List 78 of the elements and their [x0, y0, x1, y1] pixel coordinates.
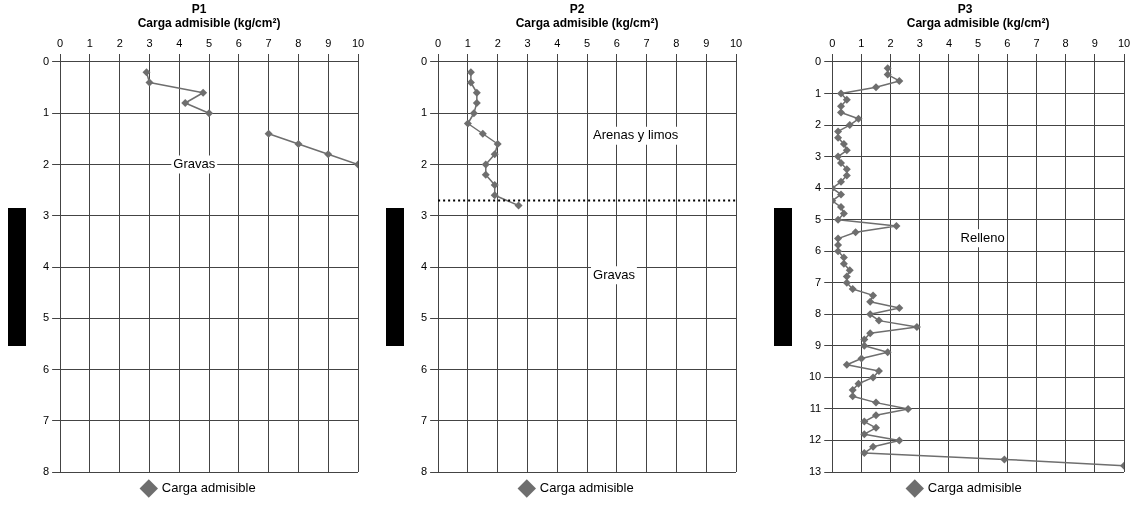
y-tick-label: 0 [815, 55, 822, 68]
x-tick-label: 9 [325, 37, 332, 50]
y-tick-label: 2 [420, 157, 428, 170]
y-tick-label: 8 [42, 465, 50, 478]
annotation: Gravas [173, 156, 216, 172]
y-tick-label: 1 [42, 106, 50, 119]
x-tick-label: 0 [57, 37, 64, 50]
x-tick-label: 1 [858, 37, 865, 50]
x-tick-label: 10 [351, 37, 365, 50]
x-tick-label: 4 [554, 37, 561, 50]
y-tick-label: 6 [815, 244, 822, 257]
y-tick-label: 4 [815, 181, 822, 194]
x-tick-label: 2 [116, 37, 123, 50]
y-tick-label: 6 [42, 362, 50, 375]
x-axis-title: Carga admisible (kg/cm²) [906, 15, 1050, 30]
x-tick-label: 8 [295, 37, 302, 50]
x-tick-label: 9 [703, 37, 710, 50]
x-tick-label: 1 [464, 37, 471, 50]
x-tick-label: 5 [584, 37, 591, 50]
x-tick-label: 7 [1033, 37, 1040, 50]
y-tick-label: 3 [815, 149, 822, 162]
x-tick-label: 8 [673, 37, 680, 50]
y-tick-label: 9 [815, 338, 822, 351]
annotation: Gravas [593, 266, 636, 282]
x-tick-label: 4 [176, 37, 183, 50]
legend-label: Carga admisible [539, 480, 634, 496]
y-tick-label: 6 [420, 362, 428, 375]
x-tick-label: 2 [887, 37, 894, 50]
x-tick-label: 6 [613, 37, 620, 50]
y-tick-label: 3 [42, 208, 50, 221]
x-axis-title: Carga admisible (kg/cm²) [515, 15, 659, 30]
y-tick-label: 7 [420, 413, 428, 426]
annotation: Relleno [960, 229, 1005, 245]
x-tick-label: 0 [435, 37, 442, 50]
x-tick-label: 3 [524, 37, 531, 50]
x-tick-label: 10 [1117, 37, 1130, 50]
annotation: Arenas y limos [593, 127, 679, 143]
y-tick-label: 8 [420, 465, 428, 478]
legend-label: Carga admisible [927, 480, 1022, 496]
y-tick-label: 0 [420, 55, 428, 68]
y-tick-label: 7 [815, 275, 822, 288]
x-tick-label: 3 [146, 37, 153, 50]
y-tick-label: 7 [42, 413, 50, 426]
x-tick-label: 6 [1004, 37, 1011, 50]
y-tick-label: 5 [420, 311, 428, 324]
x-tick-label: 7 [643, 37, 650, 50]
y-tick-label: 1 [420, 106, 428, 119]
y-tick-label: 0 [42, 55, 50, 68]
y-tick-label: 11 [809, 401, 822, 414]
x-tick-label: 2 [494, 37, 501, 50]
y-tick-label: 13 [808, 465, 822, 478]
y-tick-label: 3 [420, 208, 428, 221]
y-tick-label: 5 [815, 212, 822, 225]
chart-title: P1 [191, 1, 207, 16]
x-tick-label: 10 [729, 37, 743, 50]
legend-label: Carga admisible [161, 480, 256, 496]
x-tick-label: 0 [829, 37, 836, 50]
x-axis-title: Carga admisible (kg/cm²) [137, 15, 281, 30]
y-tick-label: 4 [42, 260, 50, 273]
y-tick-label: 12 [808, 433, 822, 446]
x-tick-label: 7 [265, 37, 272, 50]
x-tick-label: 9 [1091, 37, 1098, 50]
y-tick-label: 4 [420, 260, 428, 273]
y-tick-label: 8 [815, 307, 822, 320]
x-tick-label: 8 [1062, 37, 1069, 50]
y-tick-label: 1 [815, 86, 822, 99]
y-tick-label: 2 [42, 157, 50, 170]
chart-title: P2 [569, 1, 585, 16]
x-tick-label: 3 [916, 37, 923, 50]
y-tick-label: 10 [808, 370, 822, 383]
x-tick-label: 5 [975, 37, 982, 50]
x-tick-label: 6 [235, 37, 242, 50]
y-tick-label: 5 [42, 311, 50, 324]
y-tick-label: 2 [815, 118, 822, 131]
x-tick-label: 5 [206, 37, 213, 50]
x-tick-label: 1 [86, 37, 93, 50]
x-tick-label: 4 [945, 37, 952, 50]
chart-title: P3 [957, 1, 973, 16]
